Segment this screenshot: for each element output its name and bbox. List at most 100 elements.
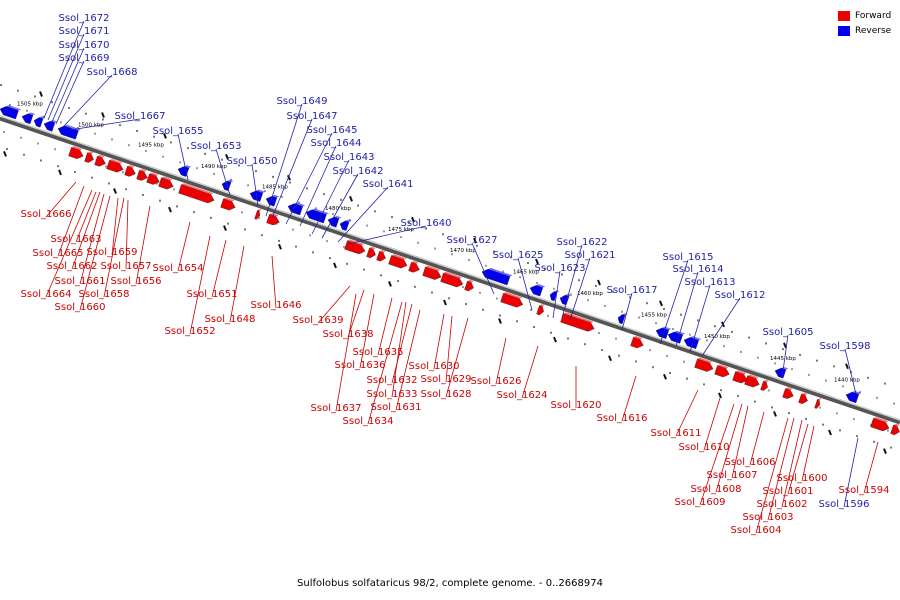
- gene-label[interactable]: Ssol_1603: [743, 512, 794, 523]
- gene-label[interactable]: Ssol_1600: [777, 473, 828, 484]
- forward-gene-arrow[interactable]: [388, 254, 410, 270]
- gene-label[interactable]: Ssol_1616: [597, 413, 648, 424]
- forward-gene-arrow[interactable]: [158, 176, 176, 191]
- reverse-gene-arrow[interactable]: [43, 118, 58, 132]
- reverse-gene-arrow[interactable]: [339, 218, 352, 232]
- gene-label[interactable]: Ssol_1607: [707, 470, 758, 481]
- forward-gene-arrow[interactable]: [94, 154, 108, 168]
- gene-label[interactable]: Ssol_1605: [763, 327, 814, 338]
- forward-gene-arrow[interactable]: [366, 246, 378, 259]
- forward-gene-arrow[interactable]: [714, 364, 732, 379]
- gene-label[interactable]: Ssol_1629: [421, 374, 472, 385]
- gene-label[interactable]: Ssol_1606: [725, 457, 776, 468]
- reverse-gene-arrow[interactable]: [265, 193, 280, 207]
- gene-label[interactable]: Ssol_1630: [409, 361, 460, 372]
- gene-label[interactable]: Ssol_1615: [663, 252, 714, 263]
- gene-label[interactable]: Ssol_1634: [343, 416, 394, 427]
- gene-label[interactable]: Ssol_1671: [59, 26, 110, 37]
- gene-label[interactable]: Ssol_1669: [59, 53, 110, 64]
- reverse-gene-arrow[interactable]: [655, 324, 672, 339]
- forward-gene-arrow[interactable]: [536, 304, 546, 316]
- reverse-gene-arrow[interactable]: [177, 163, 192, 177]
- forward-gene-arrow[interactable]: [760, 379, 770, 391]
- gene-label[interactable]: Ssol_1642: [333, 166, 384, 177]
- forward-gene-arrow[interactable]: [68, 145, 86, 160]
- gene-label[interactable]: Ssol_1636: [335, 360, 386, 371]
- forward-gene-arrow[interactable]: [560, 312, 597, 333]
- forward-gene-arrow[interactable]: [178, 183, 217, 205]
- gene-label[interactable]: Ssol_1661: [55, 276, 106, 287]
- forward-gene-arrow[interactable]: [220, 197, 238, 212]
- gene-label[interactable]: Ssol_1652: [165, 326, 216, 337]
- gene-label[interactable]: Ssol_1617: [607, 285, 658, 296]
- gene-label[interactable]: Ssol_1598: [820, 341, 871, 352]
- forward-gene-arrow[interactable]: [464, 279, 476, 292]
- gene-label[interactable]: Ssol_1633: [367, 389, 418, 400]
- gene-label[interactable]: Ssol_1639: [293, 315, 344, 326]
- gene-label[interactable]: Ssol_1612: [715, 290, 766, 301]
- gene-label[interactable]: Ssol_1666: [21, 209, 72, 220]
- gene-label[interactable]: Ssol_1625: [493, 250, 544, 261]
- gene-label[interactable]: Ssol_1659: [87, 247, 138, 258]
- gene-label[interactable]: Ssol_1641: [363, 179, 414, 190]
- gene-label[interactable]: Ssol_1638: [323, 329, 374, 340]
- gene-label[interactable]: Ssol_1660: [55, 302, 106, 313]
- forward-gene-arrow[interactable]: [694, 357, 716, 373]
- gene-label[interactable]: Ssol_1643: [324, 152, 375, 163]
- gene-label[interactable]: Ssol_1650: [227, 156, 278, 167]
- gene-label[interactable]: Ssol_1644: [311, 138, 362, 149]
- forward-gene-arrow[interactable]: [500, 291, 525, 308]
- gene-label[interactable]: Ssol_1622: [557, 237, 608, 248]
- gene-label[interactable]: Ssol_1637: [311, 403, 362, 414]
- forward-gene-arrow[interactable]: [798, 392, 810, 405]
- reverse-gene-arrow[interactable]: [481, 266, 513, 286]
- gene-label[interactable]: Ssol_1627: [447, 235, 498, 246]
- forward-gene-arrow[interactable]: [146, 172, 162, 186]
- gene-label[interactable]: Ssol_1610: [679, 442, 730, 453]
- reverse-gene-arrow[interactable]: [327, 214, 342, 228]
- gene-label[interactable]: Ssol_1594: [839, 485, 890, 496]
- gene-label[interactable]: Ssol_1649: [277, 96, 328, 107]
- reverse-gene-arrow[interactable]: [774, 365, 789, 379]
- reverse-gene-arrow[interactable]: [21, 110, 36, 125]
- forward-gene-arrow[interactable]: [630, 335, 646, 349]
- gene-label[interactable]: Ssol_1608: [691, 484, 742, 495]
- gene-label[interactable]: Ssol_1632: [367, 375, 418, 386]
- reverse-gene-arrow[interactable]: [529, 282, 546, 297]
- gene-label[interactable]: Ssol_1646: [251, 300, 302, 311]
- gene-label[interactable]: Ssol_1628: [421, 389, 472, 400]
- gene-label[interactable]: Ssol_1662: [47, 261, 98, 272]
- forward-gene-arrow[interactable]: [890, 423, 900, 436]
- reverse-gene-arrow[interactable]: [549, 289, 560, 302]
- gene-label[interactable]: Ssol_1623: [535, 263, 586, 274]
- gene-label[interactable]: Ssol_1602: [757, 499, 808, 510]
- forward-gene-arrow[interactable]: [782, 387, 796, 401]
- reverse-gene-arrow[interactable]: [0, 103, 22, 120]
- gene-label[interactable]: Ssol_1601: [763, 486, 814, 497]
- gene-label[interactable]: Ssol_1631: [371, 402, 422, 413]
- gene-label[interactable]: Ssol_1647: [287, 111, 338, 122]
- gene-label[interactable]: Ssol_1635: [353, 347, 404, 358]
- reverse-gene-arrow[interactable]: [559, 292, 572, 306]
- gene-label[interactable]: Ssol_1663: [51, 234, 102, 245]
- gene-label[interactable]: Ssol_1668: [87, 67, 138, 78]
- gene-label[interactable]: Ssol_1621: [565, 250, 616, 261]
- gene-label[interactable]: Ssol_1657: [101, 261, 152, 272]
- reverse-gene-arrow[interactable]: [221, 178, 234, 192]
- reverse-gene-arrow[interactable]: [305, 206, 329, 224]
- reverse-gene-arrow[interactable]: [845, 389, 862, 404]
- gene-label[interactable]: Ssol_1609: [675, 497, 726, 508]
- gene-label[interactable]: Ssol_1645: [307, 125, 358, 136]
- forward-gene-arrow[interactable]: [106, 158, 126, 174]
- gene-label[interactable]: Ssol_1654: [153, 263, 204, 274]
- gene-label[interactable]: Ssol_1624: [497, 390, 548, 401]
- gene-label[interactable]: Ssol_1648: [205, 314, 256, 325]
- gene-label[interactable]: Ssol_1596: [819, 499, 870, 510]
- forward-gene-arrow[interactable]: [124, 164, 138, 178]
- gene-label[interactable]: Ssol_1667: [115, 111, 166, 122]
- forward-gene-arrow[interactable]: [136, 168, 150, 182]
- gene-label[interactable]: Ssol_1672: [59, 13, 110, 24]
- gene-label[interactable]: Ssol_1626: [471, 376, 522, 387]
- forward-gene-arrow[interactable]: [266, 212, 282, 226]
- gene-label[interactable]: Ssol_1620: [551, 400, 602, 411]
